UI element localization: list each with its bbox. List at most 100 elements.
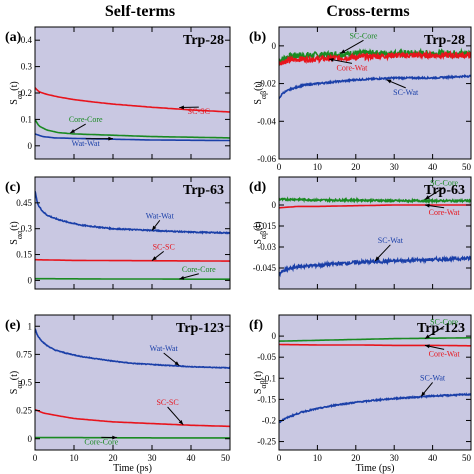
y-tick-label: 0.15 (16, 250, 32, 260)
y-tick-label: -0.045 (253, 263, 277, 273)
column-title-cross-terms: Cross-terms (326, 3, 409, 20)
annotation-label: Wat-Wat (146, 211, 175, 220)
annotation-arrowhead (424, 334, 430, 339)
y-tick-label: 0.3 (21, 62, 33, 72)
series-line-core-core (35, 119, 230, 139)
annotation-label: SC-SC (153, 242, 175, 251)
annotation-label: Core-Wat (429, 208, 461, 217)
panel-d: 0 -0.015 -0.03 -0.045 (d) Trp-63 Sαβ(t) SC-Core… (249, 176, 472, 290)
panel-letter: (b) (249, 30, 266, 45)
y-axis-label: Sαβ(t) (253, 371, 268, 394)
annotation-arrowhead (178, 419, 184, 425)
x-tick-label: 40 (428, 453, 438, 463)
series-line-sc-sc (35, 87, 230, 113)
x-tick-label: 20 (109, 453, 119, 463)
series-group (279, 337, 471, 424)
y-tick-label: 0.4 (21, 35, 33, 45)
y-tick-label: 0.25 (16, 406, 32, 416)
panel-title: Trp-28 (424, 33, 465, 48)
plot-frame (278, 176, 472, 290)
y-tick-label: 0.3 (21, 224, 33, 234)
y-tick-label: 0.5 (21, 378, 33, 388)
x-tick-label: 50 (221, 453, 231, 463)
annotation-arrowhead (386, 79, 392, 84)
y-tick-label: -0.03 (257, 242, 276, 252)
y-tick-label: -0.2 (262, 415, 276, 425)
x-tick-label: 10 (70, 453, 80, 463)
annotation-label: Core-Wat (337, 63, 369, 72)
y-tick-label: 0.75 (16, 349, 32, 359)
series-line-sc-sc (35, 408, 230, 428)
annotation-arrowhead (375, 256, 380, 261)
annotation-label: Wat-Wat (150, 344, 179, 353)
series-group (35, 191, 230, 280)
plot-background (35, 315, 230, 450)
chart-panels: 0 0.1 0.2 0.3 0.4(a) Trp-28 Sαα(t) SC-SC Core-Co… (5, 26, 472, 474)
column-title-self-terms: Self-terms (105, 3, 175, 20)
annotation-label: SC-Wat (378, 236, 404, 245)
y-tick-label: 1 (28, 321, 33, 331)
annotation-label: SC-SC (156, 398, 178, 407)
panel-letter: (d) (249, 180, 266, 195)
y-tick-label: -0.25 (257, 437, 276, 447)
panel-f: 010203040500-0.05-0.1-0.15-0.2-0.25(f)Tr… (249, 314, 472, 474)
annotation-arrowhead (179, 275, 185, 280)
panel-title: Trp-28 (183, 33, 224, 48)
x-tick-label: 10 (313, 453, 323, 463)
series-group (279, 196, 471, 278)
annotation-arrowhead (174, 361, 180, 366)
y-axis-label: Sαα(t) (9, 371, 24, 394)
annotation-arrowhead (424, 203, 430, 208)
x-tick-label: 0 (277, 162, 282, 172)
plot-frame (278, 314, 472, 451)
plot-background (279, 177, 471, 289)
annotation-label: SC-Core (430, 317, 458, 326)
y-tick-label: 0 (272, 200, 277, 210)
x-tick-label: 40 (187, 453, 197, 463)
series-line-sc-core (279, 196, 471, 205)
y-tick-label: 0 (28, 275, 33, 285)
y-tick-label: 0 (272, 331, 277, 341)
annotation-label: Core-Core (69, 115, 103, 124)
panel-letter: (c) (5, 180, 21, 195)
series-line-core-wat (279, 49, 471, 66)
annotation-arrowhead (179, 105, 184, 110)
y-tick-label: 0.1 (21, 114, 32, 124)
annotation-label: Core-Core (84, 437, 118, 446)
series-line-sc-wat (279, 73, 471, 100)
x-tick-label: 0 (277, 453, 282, 463)
annotation-label: SC-SC (188, 107, 210, 116)
annotation-arrowhead (112, 435, 117, 440)
x-axis-label: Time (ps) (356, 463, 395, 474)
annotation-label: SC-Core (349, 31, 377, 40)
y-tick-label: -0.15 (257, 394, 276, 404)
series-line-sc-core (279, 337, 471, 342)
panel-c: 0 0.15 0.3 0.45 (c) Trp-63 Sαα(t) Wat-Wat SC-SC C… (5, 176, 231, 290)
y-tick-label: -0.02 (257, 79, 276, 89)
plot-frame (34, 176, 231, 290)
annotation-arrowhead (152, 256, 157, 261)
series-line-wat-wat (35, 328, 230, 370)
series-line-wat-wat (35, 191, 230, 235)
y-tick-label: -0.06 (257, 154, 276, 164)
series-line-wat-wat (35, 133, 230, 142)
series-group (35, 87, 230, 142)
series-line-sc-sc (35, 258, 230, 262)
annotation-arrowhead (424, 195, 430, 200)
panel-e: 0 10 20 30 40 50 0 0.25 0.5 0.75 1 (e) Trp-123 Sαα(t)… (5, 314, 231, 474)
panel-b: 0 10 20 30 40 50 0 -0.02 -0.04 -0.06 (b) Trp-28 Sαβ(… (249, 26, 472, 172)
series-line-sc-wat (279, 255, 471, 278)
panel-title: Trp-123 (176, 321, 224, 336)
annotation-arrowhead (421, 391, 426, 397)
x-axis-label: Time (ps) (113, 463, 152, 474)
x-tick-label: 20 (351, 162, 361, 172)
series-group (279, 47, 471, 100)
series-line-sc-wat (279, 392, 471, 424)
panel-letter: (a) (5, 30, 22, 45)
y-tick-label: -0.1 (262, 373, 276, 383)
annotation-label: Core-Core (182, 265, 216, 274)
annotation-arrowhead (340, 49, 346, 54)
series-line-core-wat (279, 204, 471, 209)
annotation-arrowhead (70, 129, 76, 134)
annotation-arrowhead (424, 344, 430, 349)
